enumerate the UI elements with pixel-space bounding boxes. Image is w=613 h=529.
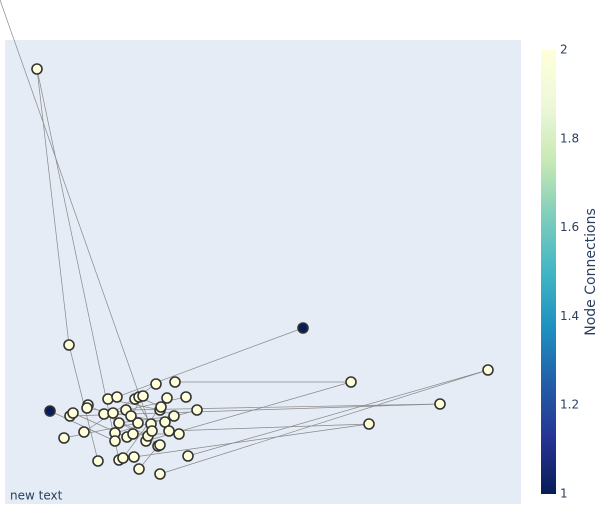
node [127, 428, 139, 440]
colorbar-tick-label: 1.4 [560, 309, 579, 323]
colorbar-tick-label: 1 [560, 487, 568, 501]
node [297, 322, 309, 334]
node [132, 417, 144, 429]
node [113, 417, 125, 429]
node [173, 428, 185, 440]
node [137, 390, 149, 402]
node [154, 439, 166, 451]
edge [63, 422, 139, 439]
node [44, 405, 56, 417]
node [67, 407, 79, 419]
node [363, 418, 375, 430]
node [146, 425, 158, 437]
node [92, 455, 104, 467]
node [81, 402, 93, 414]
edge [133, 423, 370, 458]
edge [159, 369, 489, 475]
plot-area [5, 40, 521, 504]
node [117, 452, 129, 464]
node [163, 425, 175, 437]
edge [116, 327, 304, 398]
node [154, 468, 166, 480]
node [434, 398, 446, 410]
colorbar-tick-label: 1.8 [560, 131, 579, 145]
colorbar-tick-label: 1.2 [560, 398, 579, 412]
node [128, 451, 140, 463]
node [125, 410, 137, 422]
edge [125, 403, 441, 411]
node [31, 63, 43, 75]
colorbar-title: Node Connections [583, 208, 599, 336]
node [191, 404, 203, 416]
node [150, 378, 162, 390]
node [111, 391, 123, 403]
node [161, 392, 173, 404]
node [182, 450, 194, 462]
colorbar-tick-label: 1.6 [560, 220, 579, 234]
node [168, 410, 180, 422]
edge [49, 410, 116, 442]
annotation: new text [10, 489, 63, 503]
edge [187, 369, 489, 457]
edge [0, 0, 153, 432]
colorbar-tick-label: 2 [560, 43, 568, 57]
node [345, 376, 357, 388]
node [63, 339, 75, 351]
node [133, 463, 145, 475]
node [58, 432, 70, 444]
colorbar [541, 50, 556, 494]
node [180, 391, 192, 403]
node [78, 426, 90, 438]
node [107, 407, 119, 419]
node [482, 364, 494, 376]
node [109, 435, 121, 447]
edge [168, 423, 370, 432]
node [155, 401, 167, 413]
node [169, 376, 181, 388]
edge [36, 68, 70, 346]
